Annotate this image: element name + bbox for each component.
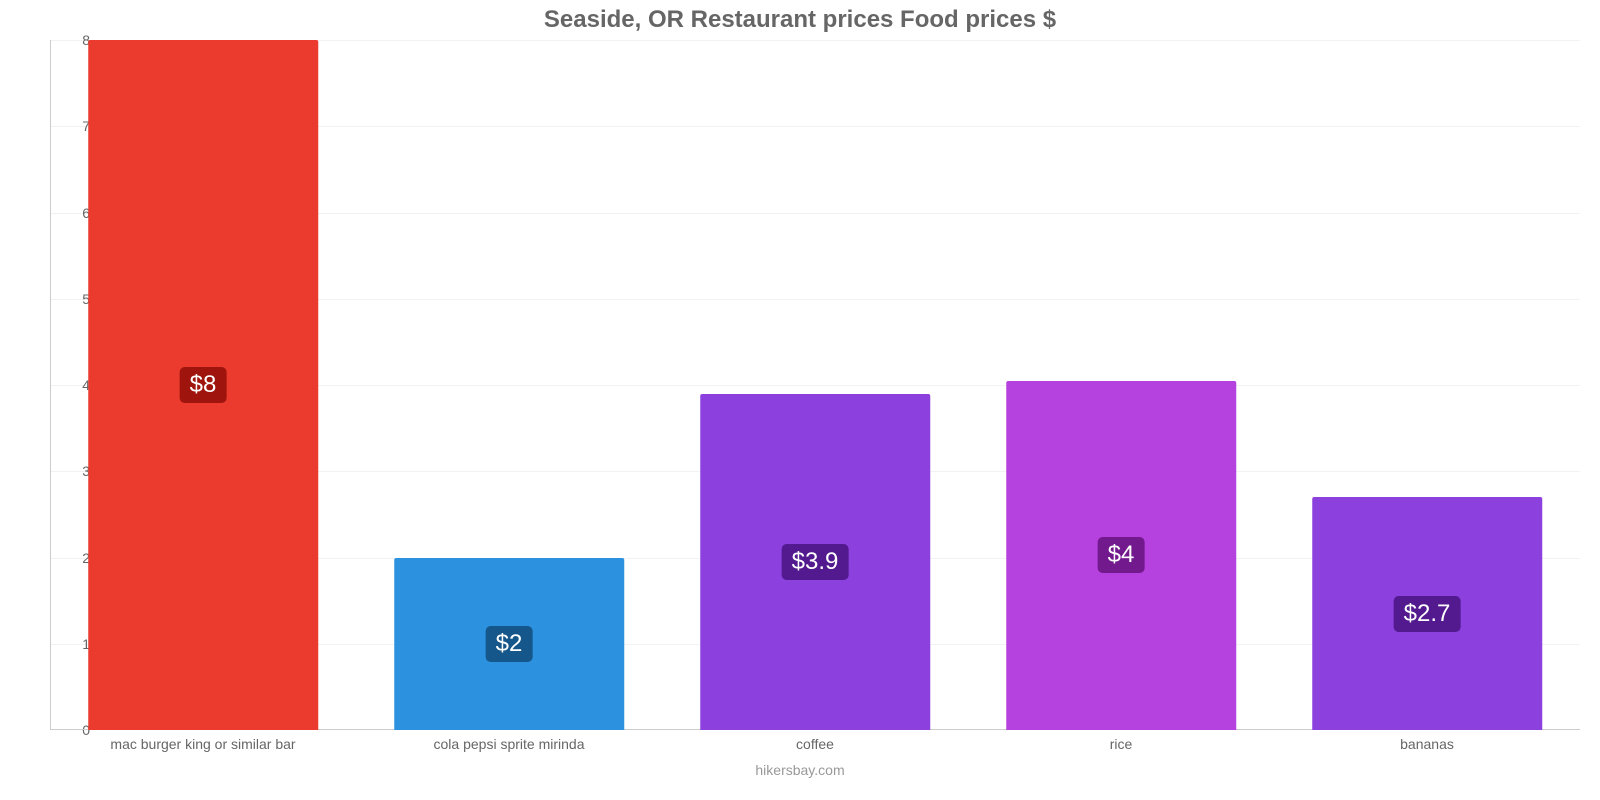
x-tick-label: mac burger king or similar bar xyxy=(50,736,356,752)
chart-title: Seaside, OR Restaurant prices Food price… xyxy=(0,0,1600,34)
value-badge: $2.7 xyxy=(1394,596,1461,632)
bar-slot: $8 xyxy=(50,40,356,730)
x-tick-label: cola pepsi sprite mirinda xyxy=(356,736,662,752)
x-tick-label: rice xyxy=(968,736,1274,752)
bars-container: $8 $2 $3.9 $4 $2.7 xyxy=(50,40,1580,730)
bar-slot: $2.7 xyxy=(1274,40,1580,730)
x-axis-labels: mac burger king or similar barcola pepsi… xyxy=(50,736,1580,752)
x-tick-label: coffee xyxy=(662,736,968,752)
value-badge: $4 xyxy=(1098,537,1145,573)
bar-slot: $2 xyxy=(356,40,662,730)
chart-subtitle: hikersbay.com xyxy=(0,762,1600,778)
value-badge: $2 xyxy=(486,626,533,662)
bar-slot: $4 xyxy=(968,40,1274,730)
value-badge: $3.9 xyxy=(782,544,849,580)
x-tick-label: bananas xyxy=(1274,736,1580,752)
value-badge: $8 xyxy=(180,367,227,403)
plot-area: 012345678 $8$2$3.9$4$2.7 xyxy=(50,40,1580,730)
bar-slot: $3.9 xyxy=(662,40,968,730)
